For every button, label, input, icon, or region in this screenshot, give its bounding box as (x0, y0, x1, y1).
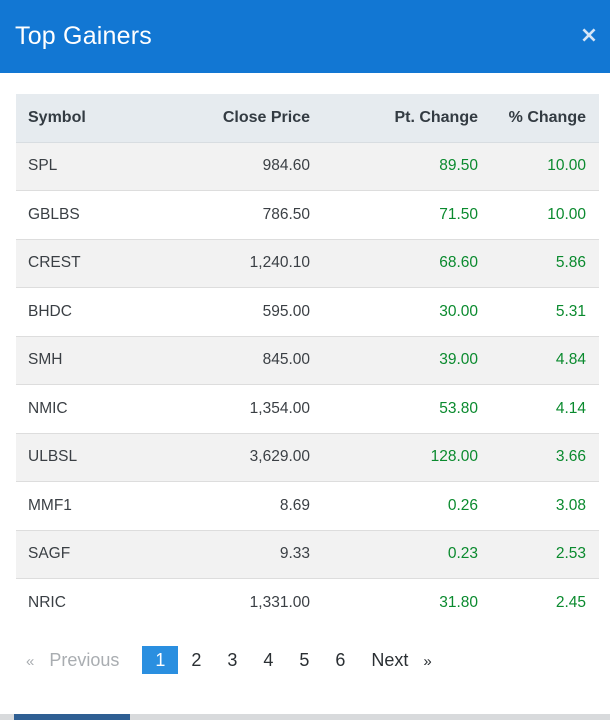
table-row: CREST 1,240.10 68.60 5.86 (16, 238, 599, 288)
table-row: MMF1 8.69 0.26 3.08 (16, 481, 599, 530)
pt-change-cell: 0.23 (326, 529, 493, 579)
pct-change-cell: 5.86 (493, 238, 599, 288)
pt-change-cell: 0.26 (326, 481, 493, 530)
close-price-cell: 1,240.10 (170, 238, 326, 288)
symbol-cell[interactable]: NRIC (16, 578, 170, 627)
close-price-cell: 595.00 (170, 287, 326, 336)
pct-change-cell: 5.31 (493, 287, 599, 336)
page-button-3[interactable]: 3 (227, 650, 238, 670)
close-price-cell: 8.69 (170, 481, 326, 530)
column-header-pt-change[interactable]: Pt. Change (326, 94, 493, 143)
pct-change-cell: 10.00 (493, 190, 599, 239)
symbol-cell[interactable]: SMH (16, 335, 170, 385)
column-header-close-price[interactable]: Close Price (170, 94, 326, 143)
table-row: SMH 845.00 39.00 4.84 (16, 335, 599, 385)
next-label: Next (371, 650, 409, 670)
column-header-pct-change[interactable]: % Change (493, 94, 599, 143)
pt-change-cell: 39.00 (326, 335, 493, 385)
page-button-2[interactable]: 2 (191, 650, 202, 670)
table-row: SAGF 9.33 0.23 2.53 (16, 529, 599, 579)
pct-change-cell: 3.08 (493, 481, 599, 530)
close-price-cell: 1,354.00 (170, 384, 326, 433)
pct-change-cell: 3.66 (493, 432, 599, 482)
close-price-cell: 9.33 (170, 529, 326, 579)
close-price-cell: 786.50 (170, 190, 326, 239)
symbol-cell[interactable]: NMIC (16, 384, 170, 433)
previous-label: Previous (49, 650, 120, 670)
pt-change-cell: 68.60 (326, 238, 493, 288)
page-button-4[interactable]: 4 (263, 650, 274, 670)
symbol-cell[interactable]: BHDC (16, 287, 170, 336)
pt-change-cell: 71.50 (326, 190, 493, 239)
pt-change-cell: 31.80 (326, 578, 493, 627)
symbol-cell[interactable]: CREST (16, 238, 170, 288)
table-row: NMIC 1,354.00 53.80 4.14 (16, 384, 599, 433)
pt-change-cell: 30.00 (326, 287, 493, 336)
table-row: NRIC 1,331.00 31.80 2.45 (16, 578, 599, 627)
pct-change-cell: 4.14 (493, 384, 599, 433)
column-header-symbol[interactable]: Symbol (16, 94, 170, 143)
top-gainers-table: Symbol Close Price Pt. Change % Change S… (16, 94, 599, 627)
pct-change-cell: 2.53 (493, 529, 599, 579)
pct-change-cell: 2.45 (493, 578, 599, 627)
double-chevron-left-icon: « (26, 653, 35, 670)
next-page-button[interactable]: Next » (362, 646, 440, 674)
pct-change-cell: 4.84 (493, 335, 599, 385)
close-price-cell: 1,331.00 (170, 578, 326, 627)
top-gainers-table-container: Symbol Close Price Pt. Change % Change S… (16, 94, 599, 627)
pagination: « Previous 1 2 3 4 5 6 Next » (16, 646, 441, 674)
close-price-cell: 845.00 (170, 335, 326, 385)
modal-title: Top Gainers (15, 22, 152, 50)
table-row: SPL 984.60 89.50 10.00 (16, 141, 599, 191)
previous-page-button[interactable]: « Previous (16, 646, 128, 674)
pct-change-cell: 10.00 (493, 141, 599, 191)
bottom-tab-strip (0, 714, 610, 720)
symbol-cell[interactable]: SAGF (16, 529, 170, 579)
table-row: BHDC 595.00 30.00 5.31 (16, 287, 599, 336)
pt-change-cell: 89.50 (326, 141, 493, 191)
pt-change-cell: 53.80 (326, 384, 493, 433)
close-price-cell: 984.60 (170, 141, 326, 191)
symbol-cell[interactable]: MMF1 (16, 481, 170, 530)
page-button-1[interactable]: 1 (142, 646, 179, 674)
active-tab-indicator (14, 714, 130, 720)
table-header-row: Symbol Close Price Pt. Change % Change (16, 94, 599, 143)
modal-header: Top Gainers × (0, 0, 610, 73)
page-button-6[interactable]: 6 (335, 650, 346, 670)
close-icon[interactable]: × (579, 23, 599, 48)
table-row: ULBSL 3,629.00 128.00 3.66 (16, 432, 599, 482)
page-button-5[interactable]: 5 (299, 650, 310, 670)
pt-change-cell: 128.00 (326, 432, 493, 482)
table-row: GBLBS 786.50 71.50 10.00 (16, 190, 599, 239)
double-chevron-right-icon: » (423, 653, 432, 670)
close-price-cell: 3,629.00 (170, 432, 326, 482)
symbol-cell[interactable]: SPL (16, 141, 170, 191)
symbol-cell[interactable]: GBLBS (16, 190, 170, 239)
symbol-cell[interactable]: ULBSL (16, 432, 170, 482)
